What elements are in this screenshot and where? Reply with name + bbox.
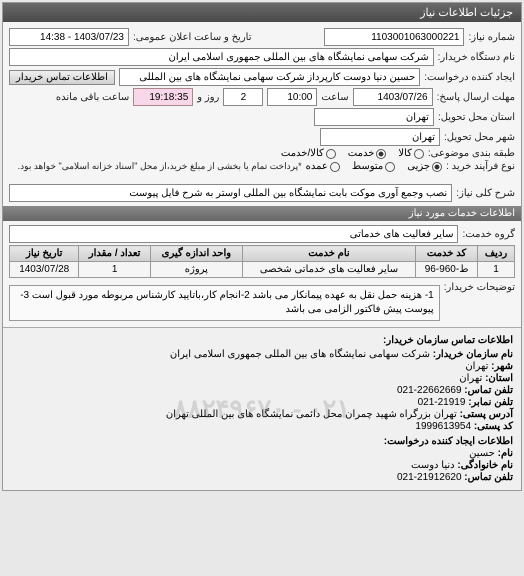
device-field: شرکت سهامی نمایشگاه های بین المللی جمهور… xyxy=(9,48,434,66)
td-5: 1403/07/28 xyxy=(10,262,79,278)
th-0: ردیف xyxy=(478,246,515,262)
announce-label: تاریخ و ساعت اعلان عمومی: xyxy=(133,32,252,43)
contact-button[interactable]: اطلاعات تماس خریدار xyxy=(9,70,115,85)
td-0: 1 xyxy=(478,262,515,278)
city-line: شهر: تهران xyxy=(11,361,513,372)
creator-field: حسین دنیا دوست کارپرداز شرکت سهامی نمایش… xyxy=(119,68,420,86)
creator-phone-line: تلفن تماس: 21912620-021 xyxy=(11,472,513,483)
details-panel: جزئیات اطلاعات نیاز شماره نیاز: 11030010… xyxy=(2,2,522,491)
td-3: پروژه xyxy=(150,262,242,278)
province-line: استان: تهران xyxy=(11,373,513,384)
device-label: نام دستگاه خریدار: xyxy=(438,52,515,63)
th-1: کد خدمت xyxy=(416,246,478,262)
row-service-group: گروه خدمت: سایر فعالیت های خدماتی xyxy=(9,225,515,243)
org-name-line: نام سازمان خریدار: شرکت سهامی نمایشگاه ه… xyxy=(11,349,513,360)
purchase-radio-group: جزیی متوسط عمده xyxy=(306,161,443,172)
postal-code-line: کد پستی: 1999613954 xyxy=(11,421,513,432)
th-4: تعداد / مقدار xyxy=(79,246,150,262)
purchase-note: *پرداخت تمام یا بخشی از مبلغ خرید،از محل… xyxy=(18,161,302,172)
fax-line: تلفن نمابر: 21919-021 xyxy=(11,397,513,408)
row-request-no: شماره نیاز: 1103001063000221 تاریخ و ساع… xyxy=(9,28,515,46)
days-label: روز و xyxy=(197,92,219,103)
td-4: 1 xyxy=(79,262,150,278)
buyer-notes-box: 1- هزینه حمل نقل به عهده پیمانکار می باش… xyxy=(9,285,440,321)
th-2: نام خدمت xyxy=(242,246,415,262)
delivery-province-label: استان محل تحویل: xyxy=(438,112,515,123)
td-2: سایر فعالیت های خدماتی شخصی xyxy=(242,262,415,278)
creator-label: ایجاد کننده درخواست: xyxy=(424,72,515,83)
family-line: نام خانوادگی: دنیا دوست xyxy=(11,460,513,471)
category-radio-group: کالا خدمت کالا/خدمت xyxy=(281,148,424,159)
service-group-label: گروه خدمت: xyxy=(462,229,515,240)
purchase-type-label: نوع فرآیند خرید : xyxy=(446,161,515,172)
row-creator: ایجاد کننده درخواست: حسین دنیا دوست کارپ… xyxy=(9,68,515,86)
row-delivery-province: استان محل تحویل: تهران xyxy=(9,108,515,126)
row-delivery-city: شهر محل تحویل: تهران xyxy=(9,128,515,146)
days-count: 2 xyxy=(223,88,263,106)
time-label-1: ساعت xyxy=(321,92,348,103)
creator-header: اطلاعات ایجاد کننده درخواست: xyxy=(11,436,513,447)
need-desc-label: شرح کلی نیاز: xyxy=(456,188,515,199)
remain-time: 19:18:35 xyxy=(133,88,193,106)
row-need-desc: شرح کلی نیاز: نصب وجمع آوری موکت بابت نم… xyxy=(9,184,515,202)
row-buyer-notes: توضیحات خریدار: 1- هزینه حمل نقل به عهده… xyxy=(9,282,515,321)
request-no-field: 1103001063000221 xyxy=(324,28,464,46)
td-1: ط-960-96 xyxy=(416,262,478,278)
row-category: طبقه بندی موضوعی: کالا خدمت کالا/خدمت xyxy=(9,148,515,159)
row-purchase-type: نوع فرآیند خرید : جزیی متوسط عمده *پرداخ… xyxy=(9,161,515,172)
phone-line: تلفن تماس: 22662669-021 xyxy=(11,385,513,396)
deadline-date: 1403/07/26 xyxy=(353,88,433,106)
category-label: طبقه بندی موضوعی: xyxy=(428,148,515,159)
request-no-label: شماره نیاز: xyxy=(468,32,515,43)
row-deadline: مهلت ارسال پاسخ: 1403/07/26 ساعت 10:00 2… xyxy=(9,88,515,106)
panel-title: جزئیات اطلاعات نیاز xyxy=(3,3,521,22)
purchase-option-0[interactable]: جزیی xyxy=(407,161,442,172)
table-header-row: ردیف کد خدمت نام خدمت واحد اندازه گیری ت… xyxy=(10,246,515,262)
announce-field: 1403/07/23 - 14:38 xyxy=(9,28,129,46)
services-sub-header: اطلاعات خدمات مورد نیاز xyxy=(3,206,521,221)
remain-label: ساعت باقی مانده xyxy=(56,92,129,103)
purchase-option-1[interactable]: متوسط xyxy=(352,161,395,172)
need-desc-field: نصب وجمع آوری موکت بابت نمایشگاه بین الم… xyxy=(9,184,452,202)
postal-addr-line: آدرس پستی: تهران بزرگراه شهید چمران محل … xyxy=(11,409,513,420)
name-line: نام: حسین xyxy=(11,448,513,459)
deadline-time: 10:00 xyxy=(267,88,317,106)
deadline-label: مهلت ارسال پاسخ: xyxy=(437,92,515,103)
buyer-notes-label: توضیحات خریدار: xyxy=(444,282,515,293)
cat-option-2[interactable]: کالا/خدمت xyxy=(281,148,336,159)
contact-section: ۰۲۱ - ۸۸۲۴۹۶۷۰ اطلاعات تماس سازمان خریدا… xyxy=(3,327,521,490)
row-device: نام دستگاه خریدار: شرکت سهامی نمایشگاه ه… xyxy=(9,48,515,66)
table-row: 1 ط-960-96 سایر فعالیت های خدماتی شخصی پ… xyxy=(10,262,515,278)
th-5: تاریخ نیاز xyxy=(10,246,79,262)
cat-option-0[interactable]: کالا xyxy=(398,148,424,159)
delivery-city: تهران xyxy=(320,128,440,146)
cat-option-1[interactable]: خدمت xyxy=(348,148,387,159)
panel-body: شماره نیاز: 1103001063000221 تاریخ و ساع… xyxy=(3,22,521,327)
contact-header: اطلاعات تماس سازمان خریدار: xyxy=(11,335,513,346)
delivery-city-label: شهر محل تحویل: xyxy=(444,132,515,143)
services-table: ردیف کد خدمت نام خدمت واحد اندازه گیری ت… xyxy=(9,245,515,278)
th-3: واحد اندازه گیری xyxy=(150,246,242,262)
purchase-option-2[interactable]: عمده xyxy=(306,161,340,172)
service-group-field: سایر فعالیت های خدماتی xyxy=(9,225,458,243)
delivery-province: تهران xyxy=(314,108,434,126)
